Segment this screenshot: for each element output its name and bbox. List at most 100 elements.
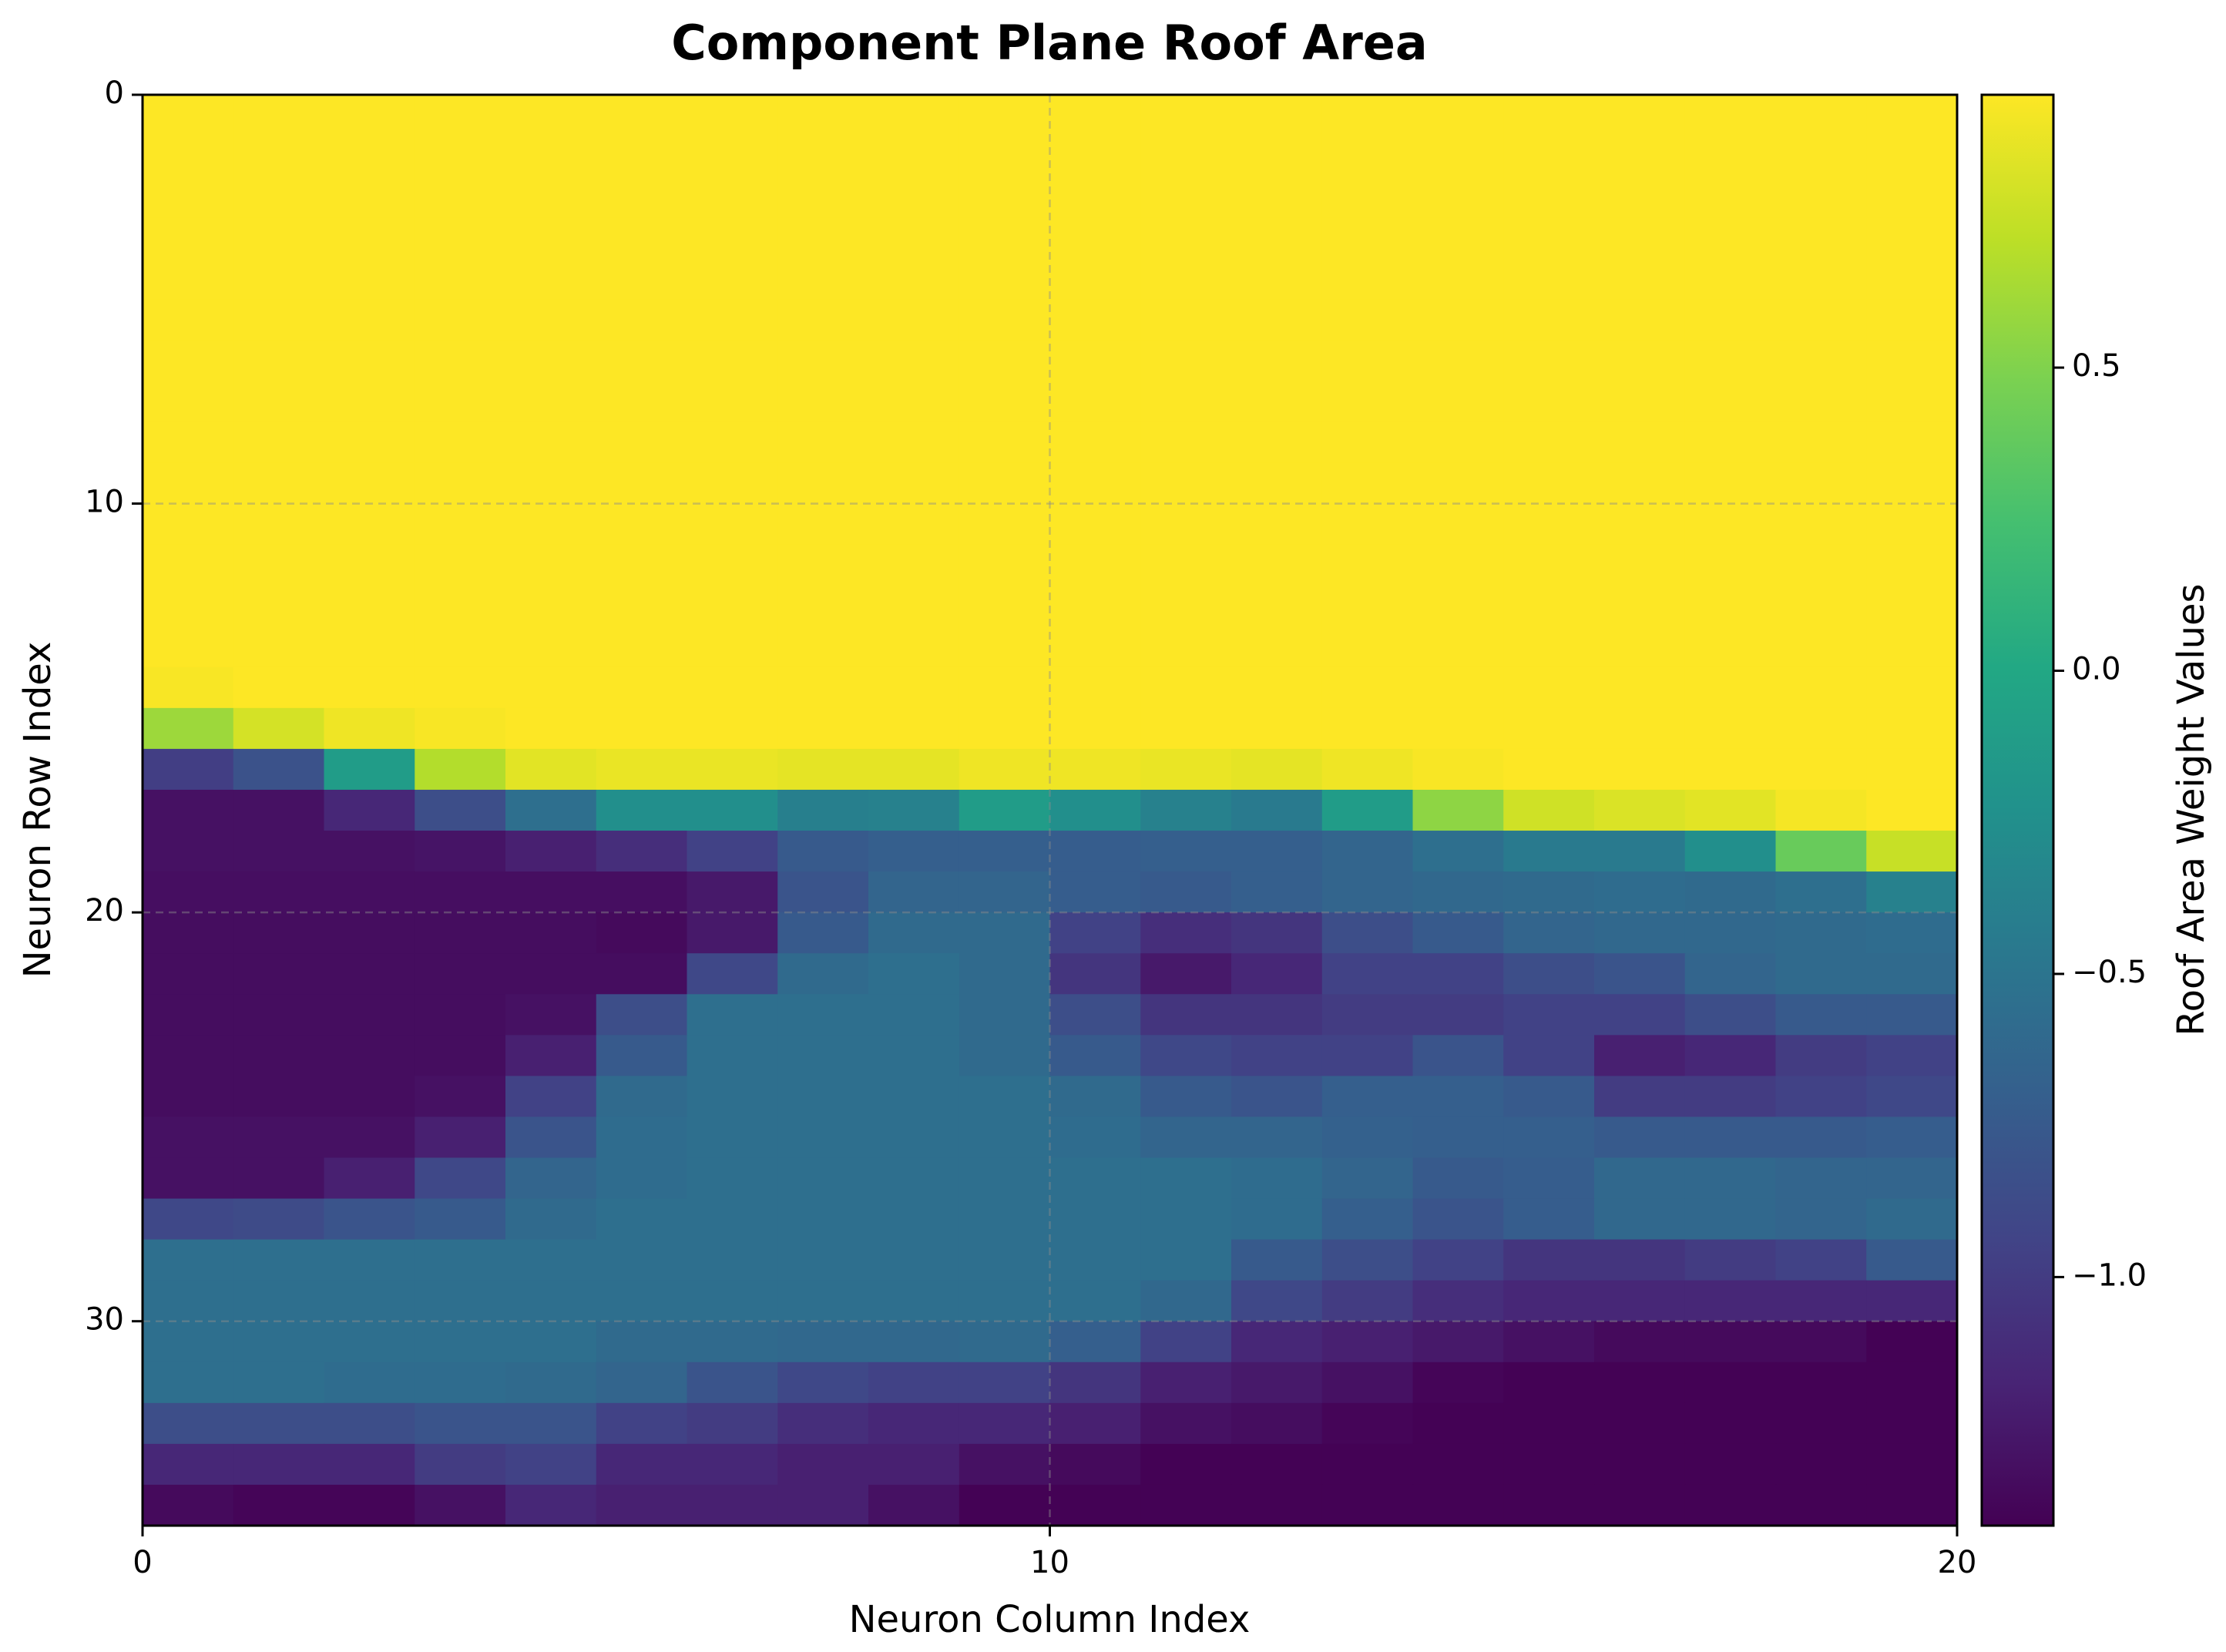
- heatmap-cell: [1140, 1402, 1232, 1445]
- heatmap-cell: [1594, 1443, 1686, 1486]
- heatmap-cell: [143, 994, 234, 1036]
- heatmap-cell: [596, 1116, 688, 1159]
- heatmap-cell: [233, 626, 325, 668]
- heatmap-cell: [505, 503, 597, 546]
- heatmap-cell: [1321, 1116, 1414, 1159]
- heatmap-cell: [687, 544, 778, 586]
- heatmap-cell: [143, 1362, 234, 1404]
- heatmap-cell: [415, 831, 506, 872]
- heatmap-cell: [687, 1198, 778, 1241]
- heatmap-cell: [415, 1280, 506, 1322]
- heatmap-cell: [1684, 1443, 1777, 1486]
- heatmap-cell: [505, 667, 597, 709]
- heatmap-cell: [868, 1076, 960, 1118]
- heatmap-cell: [959, 544, 1051, 586]
- heatmap-cell: [505, 217, 597, 259]
- heatmap-cell: [415, 667, 506, 709]
- heatmap-cell: [1684, 1280, 1777, 1322]
- heatmap-cell: [596, 1035, 688, 1076]
- heatmap-cell: [233, 585, 325, 627]
- heatmap-cell: [1231, 258, 1323, 300]
- heatmap-cells: [143, 95, 1958, 1526]
- heatmap-cell: [777, 789, 869, 831]
- heatmap-cell: [1321, 831, 1414, 872]
- heatmap-cell: [1594, 1198, 1686, 1241]
- heatmap-cell: [415, 1076, 506, 1118]
- heatmap-cell: [959, 994, 1051, 1036]
- heatmap-cell: [415, 953, 506, 995]
- heatmap-cell: [1503, 1116, 1595, 1159]
- heatmap-cell: [143, 340, 234, 381]
- heatmap-cell: [415, 136, 506, 177]
- heatmap-cell: [1594, 707, 1686, 750]
- heatmap-cell: [1503, 831, 1595, 872]
- heatmap-cell: [1866, 544, 1958, 586]
- heatmap-cell: [1049, 136, 1141, 177]
- heatmap-cell: [596, 1321, 688, 1363]
- heatmap-cell: [1231, 503, 1323, 546]
- heatmap-cell: [1412, 381, 1504, 423]
- colorbar: [1982, 95, 2053, 1526]
- heatmap-cell: [777, 585, 869, 627]
- heatmap-cell: [1412, 299, 1504, 341]
- heatmap-cell: [1684, 1239, 1777, 1281]
- heatmap-cell: [1775, 1402, 1867, 1445]
- heatmap-cell: [1684, 95, 1777, 136]
- heatmap-cell: [1594, 176, 1686, 218]
- y-tick-label: 0: [105, 76, 124, 111]
- heatmap-cell: [959, 1076, 1051, 1118]
- heatmap-cell: [1049, 299, 1141, 341]
- heatmap-cell: [687, 1402, 778, 1445]
- heatmap-cell: [687, 299, 778, 341]
- heatmap-cell: [1231, 1076, 1323, 1118]
- heatmap-cell: [324, 667, 415, 709]
- heatmap-cell: [777, 544, 869, 586]
- heatmap-cell: [1684, 1076, 1777, 1118]
- heatmap-cell: [1684, 1035, 1777, 1076]
- heatmap-cell: [1049, 831, 1141, 872]
- heatmap-cell: [1775, 340, 1867, 381]
- heatmap-cell: [1321, 626, 1414, 668]
- heatmap-cell: [415, 544, 506, 586]
- heatmap-cell: [505, 299, 597, 341]
- heatmap-cell: [1503, 953, 1595, 995]
- heatmap-cell: [1321, 1402, 1414, 1445]
- heatmap-cell: [1140, 953, 1232, 995]
- heatmap-cell: [1775, 1198, 1867, 1241]
- heatmap-cell: [415, 912, 506, 954]
- heatmap-cell: [1775, 831, 1867, 872]
- heatmap-cell: [1866, 626, 1958, 668]
- heatmap-cell: [596, 1280, 688, 1322]
- heatmap-cell: [1684, 217, 1777, 259]
- heatmap-cell: [1412, 1362, 1504, 1404]
- heatmap-cell: [1231, 299, 1323, 341]
- heatmap-cell: [1231, 994, 1323, 1036]
- heatmap-cell: [143, 748, 234, 791]
- heatmap-cell: [143, 544, 234, 586]
- heatmap-cell: [959, 1157, 1051, 1200]
- heatmap-cell: [1775, 1239, 1867, 1281]
- heatmap-cell: [1775, 544, 1867, 586]
- heatmap-cell: [505, 707, 597, 750]
- heatmap-cell: [1684, 748, 1777, 791]
- heatmap-cell: [959, 1402, 1051, 1445]
- heatmap-cell: [596, 462, 688, 505]
- heatmap-cell: [1503, 1076, 1595, 1118]
- heatmap-cell: [1866, 831, 1958, 872]
- heatmap-cell: [687, 871, 778, 913]
- heatmap-cell: [1684, 1321, 1777, 1363]
- heatmap-cell: [1866, 789, 1958, 831]
- heatmap-cell: [1049, 544, 1141, 586]
- heatmap-cell: [959, 1321, 1051, 1363]
- heatmap-cell: [959, 912, 1051, 954]
- heatmap-cell: [959, 1035, 1051, 1076]
- heatmap-cell: [324, 953, 415, 995]
- heatmap-cell: [1049, 1484, 1141, 1526]
- heatmap-cell: [959, 953, 1051, 995]
- heatmap-cell: [1321, 1157, 1414, 1200]
- heatmap-cell: [1049, 1321, 1141, 1363]
- heatmap-cell: [959, 299, 1051, 341]
- heatmap-cell: [959, 258, 1051, 300]
- heatmap-cell: [1140, 871, 1232, 913]
